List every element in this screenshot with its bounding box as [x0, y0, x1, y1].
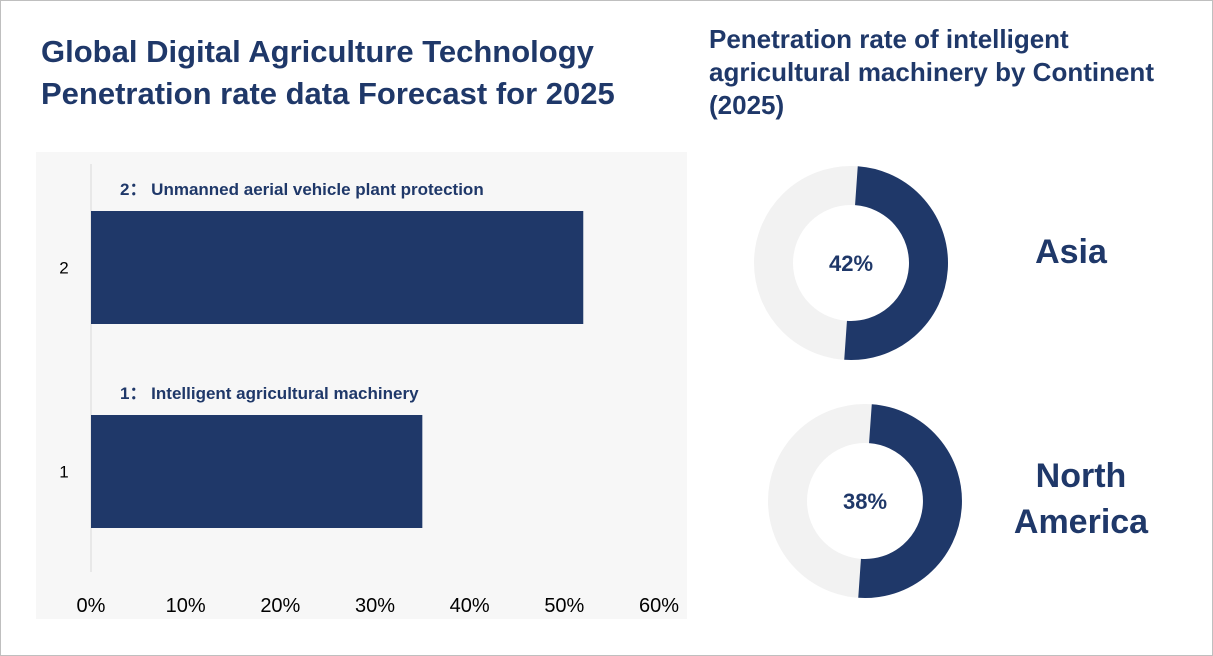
bar-chart-svg: 0% 10% 20% 30% 40% 50% 60% 1 1： Intelligent agri… — [59, 164, 679, 617]
x-tick-label: 10% — [166, 595, 206, 617]
donut-arc — [858, 404, 962, 598]
x-tick-label: 20% — [260, 595, 300, 617]
side-title: Penetration rate of intelligent agricult… — [709, 24, 1154, 120]
bar-2 — [91, 211, 584, 324]
donut-arc — [844, 166, 948, 360]
donut-category-label: Asia — [1035, 233, 1108, 271]
donut-category-label: North — [1036, 457, 1127, 495]
x-tick-label: 30% — [355, 595, 395, 617]
y-tick-label: 1 — [59, 463, 68, 482]
bar-category-label: 1： Intelligent agricultural machinery — [120, 384, 419, 403]
x-tick-label: 0% — [77, 595, 106, 617]
donut-value-label: 38% — [843, 489, 887, 514]
donut-value-label: 42% — [829, 251, 873, 276]
donut-svg: 42% Asia 38% North America — [754, 166, 1149, 598]
x-tick-label: 60% — [639, 595, 679, 617]
x-tick-label: 50% — [544, 595, 584, 617]
donut-charts: 42% Asia 38% North America — [741, 151, 1201, 621]
donut-category-label: America — [1014, 503, 1149, 541]
bar-category-label: 2： Unmanned aerial vehicle plant protect… — [120, 180, 484, 199]
main-title: Global Digital Agriculture Technology Pe… — [41, 34, 615, 111]
x-tick-label: 40% — [450, 595, 490, 617]
bar-chart: 0% 10% 20% 30% 40% 50% 60% 1 1： Intelligent agri… — [36, 152, 687, 619]
y-tick-label: 2 — [59, 259, 68, 278]
bar-1 — [91, 415, 423, 528]
